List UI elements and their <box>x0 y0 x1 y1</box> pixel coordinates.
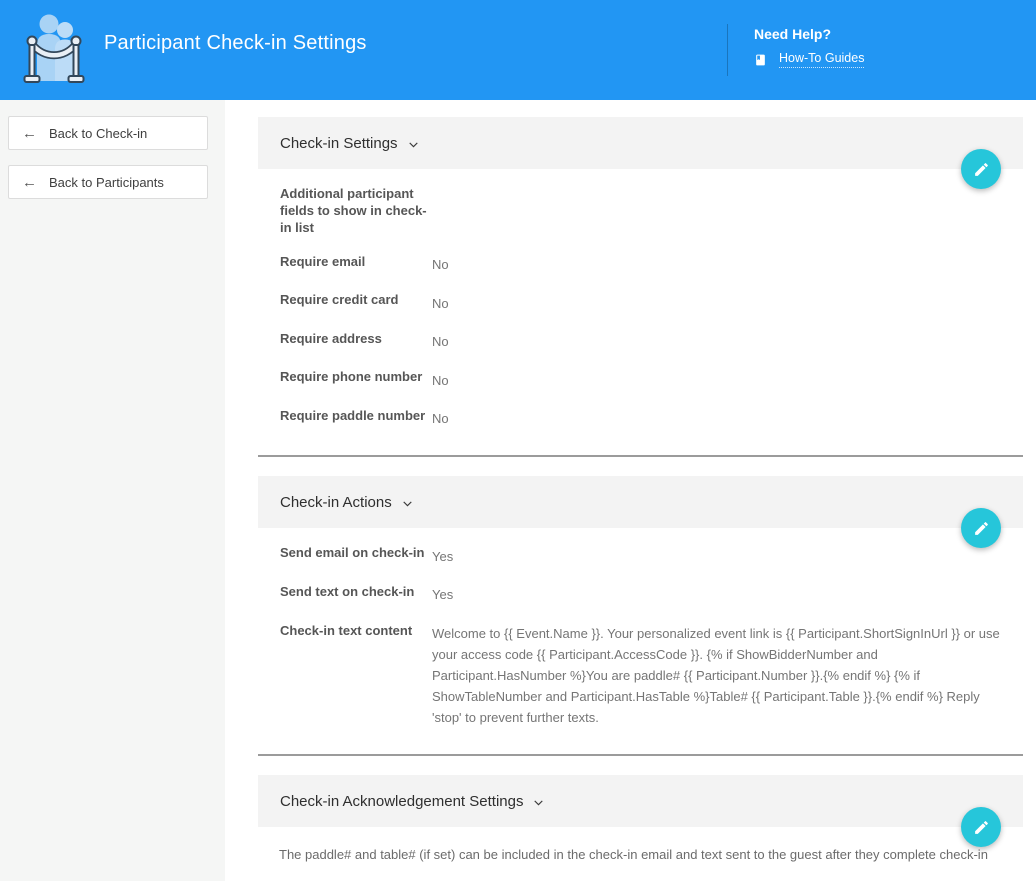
sidebar: ← Back to Check-in ← Back to Participant… <box>0 100 225 881</box>
card-body: The paddle# and table# (if set) can be i… <box>258 827 1023 881</box>
setting-value: No <box>432 372 449 388</box>
setting-row: Send email on check-in Yes <box>280 545 1001 567</box>
edit-button[interactable] <box>961 508 1001 549</box>
setting-row: Require address No <box>280 331 1001 353</box>
chevron-down-icon <box>534 800 544 806</box>
setting-label: Send email on check-in <box>280 545 425 561</box>
setting-label: Require phone number <box>280 369 423 385</box>
setting-row: Send text on check-in Yes <box>280 584 1001 606</box>
setting-row: Require phone number No <box>280 369 1001 391</box>
card-body: Additional participant fields to show in… <box>258 169 1023 455</box>
setting-label: Require email <box>280 253 366 269</box>
setting-label: Require paddle number <box>280 407 426 423</box>
setting-label: Check-in text content <box>280 622 413 638</box>
setting-value: No <box>432 295 449 311</box>
setting-value <box>432 186 1001 237</box>
pencil-icon <box>974 162 988 176</box>
settings-card: Check-in Actions Send email on check-in … <box>258 476 1023 757</box>
setting-label: Require credit card <box>280 292 399 308</box>
back-arrow-icon: ← <box>22 124 37 142</box>
back-to-checkin-button[interactable]: ← Back to Check-in <box>8 116 208 150</box>
pencil-icon <box>974 820 988 834</box>
setting-value: Yes <box>432 548 454 564</box>
setting-row: Require credit card No <box>280 292 1001 314</box>
card-header-toggle[interactable]: Check-in Actions <box>258 476 1023 529</box>
setting-rows: Additional participant fields to show in… <box>280 186 1001 429</box>
chevron-down-icon <box>403 501 412 507</box>
setting-row: Require paddle number No <box>280 408 1001 430</box>
how-to-guides-link[interactable]: How-To Guides <box>779 51 865 68</box>
card-body: Send email on check-in Yes Send text on … <box>258 528 1023 754</box>
main-content: Check-in Settings Additional participant… <box>225 100 1036 881</box>
setting-label: Send text on check-in <box>280 583 415 599</box>
card-title: Check-in Acknowledgement Settings <box>280 792 524 810</box>
settings-card: Check-in Acknowledgement Settings The pa… <box>258 775 1023 881</box>
setting-row: Require email No <box>280 254 1001 276</box>
setting-value: No <box>432 334 449 350</box>
book-icon <box>756 54 765 65</box>
settings-cards-container: Check-in Settings Additional participant… <box>258 117 1023 881</box>
card-description: The paddle# and table# (if set) can be i… <box>279 847 988 863</box>
app-header: Participant Check-in Settings Need Help?… <box>0 0 1036 100</box>
need-help-heading: Need Help? <box>754 26 832 42</box>
stanchion-people-icon <box>23 14 85 83</box>
setting-label: Additional participant fields to show in… <box>280 186 427 235</box>
back-arrow-icon: ← <box>22 173 37 191</box>
card-title: Check-in Actions <box>280 493 392 511</box>
pencil-icon <box>974 522 988 535</box>
back-to-participants-button[interactable]: ← Back to Participants <box>8 165 208 199</box>
setting-label: Require address <box>280 330 382 346</box>
back-to-participants-label: Back to Participants <box>49 174 164 190</box>
card-title: Check-in Settings <box>280 134 398 152</box>
card-header-toggle[interactable]: Check-in Settings <box>258 117 1023 169</box>
setting-value: Welcome to {{ Event.Name }}. Your person… <box>432 626 1000 726</box>
settings-card: Check-in Settings Additional participant… <box>258 117 1023 458</box>
setting-rows: Send email on check-in Yes Send text on … <box>280 545 1001 728</box>
page-title: Participant Check-in Settings <box>104 31 367 54</box>
setting-value: No <box>432 257 449 273</box>
event-checkin-logo <box>18 11 90 89</box>
chevron-down-icon <box>408 142 418 148</box>
card-header-toggle[interactable]: Check-in Acknowledgement Settings <box>258 775 1023 828</box>
help-section: Need Help? How-To Guides <box>727 24 865 76</box>
setting-row: Check-in text content Welcome to {{ Even… <box>280 623 1001 729</box>
back-to-checkin-label: Back to Check-in <box>49 125 148 141</box>
edit-button[interactable] <box>961 149 1001 189</box>
setting-value: Yes <box>432 587 454 603</box>
setting-value: No <box>432 411 449 427</box>
edit-button[interactable] <box>961 807 1001 848</box>
setting-row: Additional participant fields to show in… <box>280 186 1001 237</box>
